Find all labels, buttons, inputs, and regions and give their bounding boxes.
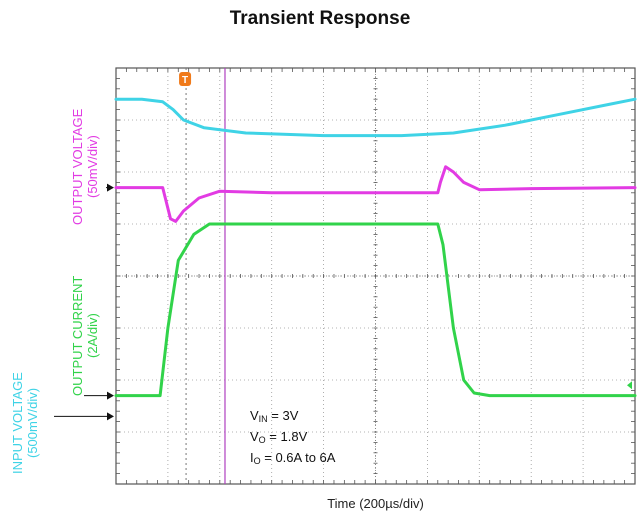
conditions-annotation: VIN = 3V VO = 1.8V IO = 0.6A to 6A xyxy=(250,407,335,470)
vin-annotation: VIN = 3V xyxy=(250,408,299,424)
output-voltage-name: OUTPUT VOLTAGE xyxy=(70,108,85,226)
output-current-name: OUTPUT CURRENT xyxy=(70,275,85,397)
cursors xyxy=(185,68,226,484)
vo-annotation: VO = 1.8V xyxy=(250,429,308,445)
trace-input-voltage xyxy=(114,97,637,138)
output-current-label: OUTPUT CURRENT (2A/div) xyxy=(70,252,100,420)
grid xyxy=(115,67,636,485)
input-voltage-scale: (500mV/div) xyxy=(25,387,40,459)
ground-marker-arrow xyxy=(107,412,114,421)
ground-marker-arrow xyxy=(107,183,114,192)
trace-output-current xyxy=(114,222,637,398)
trigger-marker xyxy=(179,72,192,86)
io-annotation: IO = 0.6A to 6A xyxy=(250,450,336,466)
ground-markers xyxy=(54,183,114,421)
trigger-marker-label: T xyxy=(182,75,188,86)
output-voltage-scale: (50mV/div) xyxy=(85,135,100,199)
trace-output-voltage xyxy=(114,165,637,223)
trace-end-marker xyxy=(627,381,632,390)
ground-marker-arrow xyxy=(107,391,114,400)
output-voltage-label: OUTPUT VOLTAGE (50mV/div) xyxy=(70,82,100,252)
traces xyxy=(114,97,637,398)
output-current-scale: (2A/div) xyxy=(85,313,100,359)
chart-title: Transient Response xyxy=(229,8,411,29)
input-voltage-label: INPUT VOLTAGE (500mV/div) xyxy=(10,348,40,498)
input-voltage-name: INPUT VOLTAGE xyxy=(10,372,25,474)
trigger-marker-group: T xyxy=(179,72,192,86)
x-axis-label: Time (200µs/div) xyxy=(327,496,424,511)
